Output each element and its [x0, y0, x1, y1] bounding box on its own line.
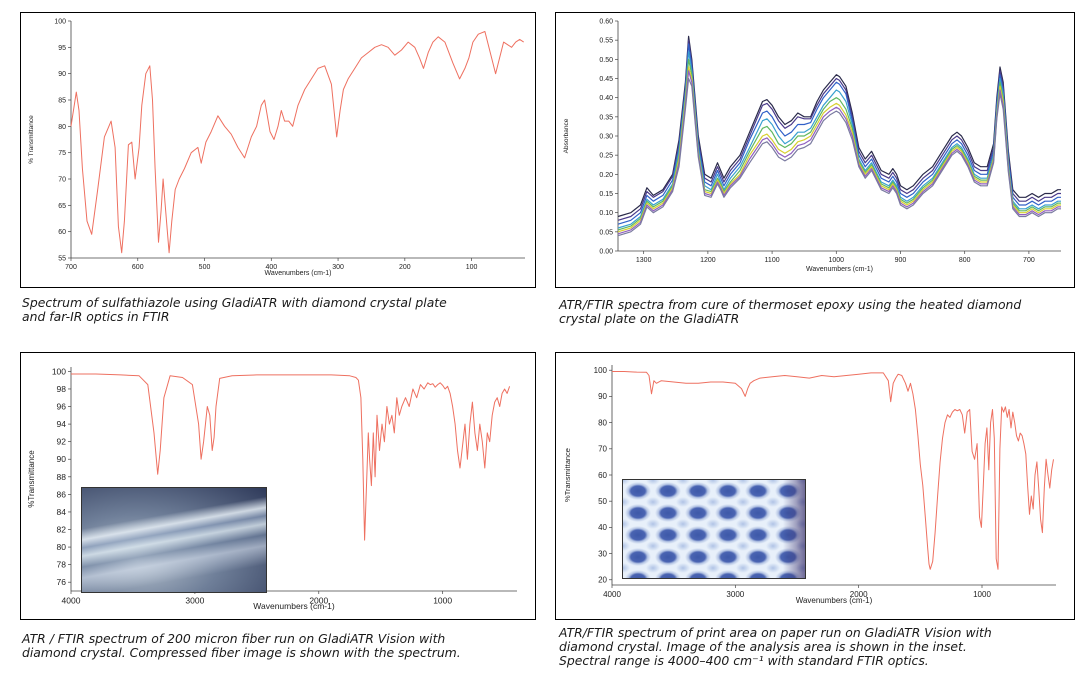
y-tick-label: 60: [598, 471, 607, 480]
spectrum-series-line-1: [71, 373, 511, 541]
x-axis-label: Wavenumbers (cm-1): [806, 266, 873, 273]
y-tick-label: 80: [57, 542, 67, 552]
y-tick-label: 75: [58, 150, 66, 157]
x-tick-label: 1100: [765, 257, 780, 264]
x-tick-label: 900: [895, 257, 907, 264]
y-tick-label: 0.20: [599, 172, 613, 179]
y-tick-label: 98: [57, 384, 67, 394]
y-axis-label: % Transmittance: [28, 115, 35, 164]
y-axis-label: Absorbance: [563, 118, 570, 153]
y-tick-label: 0.40: [599, 95, 613, 102]
x-tick-label: 1000: [973, 590, 991, 599]
x-tick-label: 1200: [700, 257, 716, 264]
y-tick-label: 0.60: [599, 18, 613, 25]
x-axis-label: Wavenumbers (cm-1): [264, 270, 331, 277]
spectrum-series-line-8: [617, 77, 1061, 237]
y-tick-label: 90: [598, 392, 607, 401]
chart-panel-fiber: 76 78 80 82 84 86 88 90 92 94 96 98 100 4000 3000 2000 1…: [20, 352, 536, 620]
y-tick-label: 0.45: [599, 76, 613, 83]
chart-panel-sulfathiazole: 55 60 65 70 75 80 85 90 95 100 700 600 500 400 300 200 1…: [20, 12, 536, 288]
x-tick-label: 600: [132, 264, 144, 271]
y-tick-label: 100: [54, 18, 66, 25]
y-tick-label: 0.15: [599, 191, 613, 198]
y-tick-label: 0.25: [599, 153, 613, 160]
chart-panel-epoxy-cure: 0.00 0.05 0.10 0.15 0.20 0.25 0.30 0.35 0.40 0.45…: [555, 12, 1075, 288]
x-tick-label: 1300: [636, 257, 652, 264]
y-tick-label: 90: [57, 454, 67, 464]
spectrum-series-line-1: [70, 31, 524, 254]
y-tick-label: 0.50: [599, 57, 613, 64]
y-tick-label: 84: [57, 507, 67, 517]
sulfathiazole-spectrum-chart: 55 60 65 70 75 80 85 90 95 100 700 600 500 400 300 200 1…: [28, 18, 525, 277]
x-tick-label: 1000: [829, 257, 845, 264]
y-axis-label: %Transmittance: [27, 450, 36, 508]
y-tick-label: 55: [58, 255, 66, 262]
caption-epoxy-cure: ATR/FTIR spectra from cure of thermoset …: [559, 297, 1022, 326]
y-tick-label: 70: [598, 445, 607, 454]
x-tick-label: 2000: [850, 590, 868, 599]
y-tick-label: 20: [598, 576, 607, 585]
x-tick-label: 1000: [433, 596, 452, 606]
caption-fiber: ATR / FTIR spectrum of 200 micron fiber …: [22, 631, 461, 660]
y-tick-label: 96: [57, 402, 67, 412]
y-tick-label: 90: [58, 71, 66, 78]
y-tick-label: 0.30: [599, 133, 613, 140]
x-tick-label: 3000: [185, 596, 204, 606]
epoxy-cure-spectra-chart: 0.00 0.05 0.10 0.15 0.20 0.25 0.30 0.35 0.40 0.45…: [563, 18, 1061, 273]
y-tick-label: 76: [57, 577, 67, 587]
x-tick-label: 700: [1023, 257, 1035, 264]
caption-sulfathiazole: Spectrum of sulfathiazole using GladiATR…: [22, 295, 447, 324]
y-tick-label: 65: [58, 203, 66, 210]
y-tick-label: 0.35: [599, 114, 613, 121]
y-tick-label: 100: [594, 366, 608, 375]
y-tick-label: 86: [57, 489, 67, 499]
x-tick-label: 100: [466, 264, 478, 271]
y-tick-label: 50: [598, 497, 607, 506]
x-tick-label: 700: [65, 264, 77, 271]
y-tick-label: 60: [58, 229, 66, 236]
y-tick-label: 94: [57, 419, 67, 429]
x-tick-label: 400: [265, 264, 277, 271]
fiber-inset-image: [81, 487, 267, 593]
y-tick-label: 82: [57, 524, 67, 534]
x-tick-label: 300: [332, 264, 344, 271]
y-tick-label: 80: [58, 124, 66, 131]
y-tick-label: 0.00: [599, 248, 613, 255]
y-tick-label: 0.10: [599, 210, 613, 217]
x-tick-label: 3000: [726, 590, 744, 599]
x-tick-label: 200: [399, 264, 411, 271]
y-axis-label: %Transmittance: [563, 448, 572, 502]
y-tick-label: 40: [598, 523, 607, 532]
y-tick-label: 95: [58, 45, 66, 52]
y-tick-label: 85: [58, 97, 66, 104]
chart-panel-print-area: 20 30 40 50 60 70 80 90 100 4000 3000 2000 1000 Waven…: [555, 352, 1075, 620]
x-tick-label: 4000: [62, 596, 81, 606]
print-area-inset-image: [622, 479, 806, 579]
x-axis-label: Wavenumbers (cm-1): [253, 601, 335, 611]
y-tick-label: 80: [598, 418, 607, 427]
x-tick-label: 800: [959, 257, 971, 264]
y-tick-label: 92: [57, 437, 67, 447]
y-tick-label: 0.55: [599, 38, 613, 45]
print-area-spectrum-chart: 20 30 40 50 60 70 80 90 100 4000 3000 2000 1000 Waven…: [563, 365, 1056, 605]
y-tick-label: 0.05: [599, 229, 613, 236]
y-tick-label: 70: [58, 176, 66, 183]
x-axis-label: Wavenumbers (cm-1): [796, 596, 873, 605]
spectrum-series-line-1: [612, 371, 1054, 570]
x-tick-label: 4000: [603, 590, 621, 599]
y-tick-label: 100: [52, 366, 66, 376]
caption-print-area: ATR/FTIR spectrum of print area on paper…: [559, 625, 992, 668]
y-tick-label: 88: [57, 472, 67, 482]
x-tick-label: 500: [199, 264, 211, 271]
y-tick-label: 78: [57, 560, 67, 570]
x-tick-label: 2000: [309, 596, 328, 606]
y-tick-label: 30: [598, 549, 607, 558]
